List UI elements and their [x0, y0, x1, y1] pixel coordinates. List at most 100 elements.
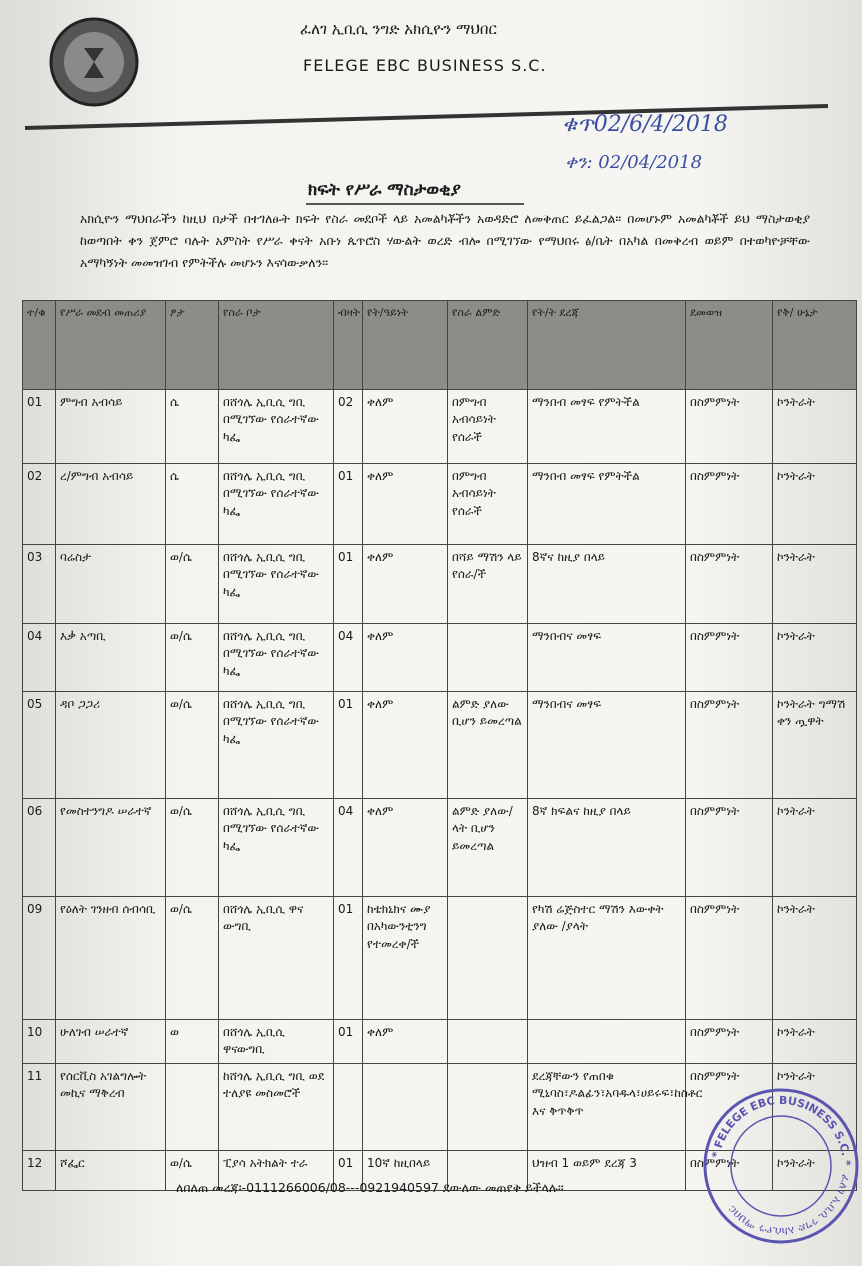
- table-cell: ኮንትራት: [772, 463, 857, 545]
- table-cell: ማንበብና መፃፍ: [527, 623, 686, 692]
- table-cell: 01: [333, 691, 363, 799]
- table-cell: ሴ: [165, 389, 219, 464]
- table-row: 12 ሾፌር ወ/ሴ ፒያሳ አትክልት ተራ 01 10ኛ ከዚበላይ ህዝብ 1 ወይም…: [22, 1149, 857, 1191]
- table-cell: ወ/ሴ: [165, 691, 219, 799]
- stamp-english: * FELEGE EBC BUSINESS S.C. *: [710, 1094, 853, 1167]
- table-cell: በስምምነት: [685, 1062, 773, 1151]
- reference-number: ቁጥ02/6/4/2018: [562, 112, 728, 137]
- column-header: የስራ ልምድ: [447, 300, 528, 390]
- table-cell: በስምምነት: [685, 691, 773, 799]
- table-cell: [165, 1062, 219, 1151]
- stamp-outer: [703, 1088, 859, 1244]
- table-cell: ኮንትራት: [772, 896, 857, 1020]
- table-cell: [447, 1149, 528, 1191]
- table-cell: 8ኛ ክፍልና ከዚያ በላይ: [527, 798, 686, 897]
- table-cell: በስምምነት: [685, 896, 773, 1020]
- table-cell: 8ኛና ከዚያ በላይ: [527, 544, 686, 624]
- table-cell: በስምምነት: [685, 544, 773, 624]
- header-row: ተ/ቁ የሥራ መደብ መጠሪያ ፆታ የስራ ቦታ ብዛት የት/ዓይነት የስራ ልምድ…: [22, 300, 857, 390]
- table-cell: 01: [333, 896, 363, 1020]
- table-cell: 03: [22, 544, 56, 624]
- table-cell: [447, 1062, 528, 1151]
- table-cell: ልምድ ያለው ቢሆን ይመረጣል: [447, 691, 528, 799]
- table-row: 09 የዕለት ገንዘብ ሰብሳቢ ወ/ሴ በሸጎሌ ኢቢሲ ዋና ውግቢ 01 ከቴክኒ…: [22, 896, 857, 1020]
- table-cell: ማንበብና መፃፍ: [527, 691, 686, 799]
- intro: አክሲዮን ማህበራችን ከዚህ በታች በተገለፁት ክፍት የስራ መደቦች…: [80, 211, 810, 270]
- table-cell: ከሸጎሌ ኢቢሲ ግቢ ወደ ተለያዩ መስመሮች: [218, 1062, 334, 1151]
- table-cell: በምግብ አብሳይነት የሰራች: [447, 389, 528, 464]
- stamp-amharic: ፈለገ ኢቢሲ ንግድ አክሲዮን ማህበር: [725, 1173, 852, 1238]
- org-amharic: ፈለገ ኢቢሲ ንግድ አክሲዮን ማህበር: [300, 20, 497, 38]
- header-graphics: [24, 17, 829, 205]
- column-header: የስራ ቦታ: [218, 300, 334, 390]
- table-cell: 10ኛ ከዚበላይ: [362, 1149, 448, 1191]
- table-cell: ቀለም: [362, 463, 448, 545]
- table-cell: በሸጎሌ ኢቢሲ ግቢ በሚገኘው የሰራተኛው ካፌ: [218, 389, 334, 464]
- column-header: ፆታ: [165, 300, 219, 390]
- table-cell: በሸጎሌ ኢቢሲ ግቢ በሚገኘው የሰራተኛው ካፌ: [218, 463, 334, 545]
- table-cell: 04: [333, 623, 363, 692]
- table-cell: በሸጎሌ ኢቢሲ ግቢ በሚገኘው የሰራተኛው ካፌ: [218, 691, 334, 799]
- column-header: ደመወዝ: [685, 300, 773, 390]
- org-english: FELEGE EBC BUSINESS S.C.: [303, 56, 547, 75]
- table-cell: ወ/ሴ: [165, 544, 219, 624]
- table-cell: 12: [22, 1149, 56, 1191]
- table-cell: [333, 1062, 363, 1151]
- table-cell: ወ/ሴ: [165, 1149, 219, 1191]
- stamp-amharic-path: ፈለገ ኢቢሲ ንግድ አክሲዮን ማህበር: [725, 1173, 852, 1238]
- table-cell: 04: [333, 798, 363, 897]
- table-cell: 06: [22, 798, 56, 897]
- title: ክፍት የሥራ ማስታወቂያ: [308, 180, 461, 200]
- table-cell: በስምምነት: [685, 1019, 773, 1064]
- table-row: 02 ረ/ምግብ አብሳይ ሴ በሸጎሌ ኢቢሲ ግቢ በሚገኘው የሰራተኛው ካፌ…: [22, 463, 857, 545]
- table-cell: 04: [22, 623, 56, 692]
- table-cell: ኮንትራት ግማሽ ቀን ጧዋት: [772, 691, 857, 799]
- table-cell: በስምምነት: [685, 1149, 773, 1191]
- table-cell: ኮንትራት: [772, 389, 857, 464]
- table-cell: በሻይ ማሽን ላይ የሰራ/ች: [447, 544, 528, 624]
- table-cell: ወ/ሴ: [165, 896, 219, 1020]
- table-cell: ሁለገብ ሠራተኛ: [55, 1019, 166, 1064]
- column-header: የቅ/ ሁኔታ: [772, 300, 857, 390]
- table-cell: ኮንትራት: [772, 1019, 857, 1064]
- table-cell: ኮንትራት: [772, 1062, 857, 1151]
- table-row: 10 ሁለገብ ሠራተኛ ወ በሸጎሌ ኢቢሲ ዋናውግቢ 01 ቀለም በስምምነት ኮንት…: [22, 1019, 857, 1064]
- table-cell: ህዝብ 1 ወይም ደረጃ 3: [527, 1149, 686, 1191]
- table-cell: 02: [333, 389, 363, 464]
- table-row: 01 ምግብ አብሳይ ሴ በሸጎሌ ኢቢሲ ግቢ በሚገኘው የሰራተኛው ካፌ 02…: [22, 389, 857, 464]
- table-cell: ባሬስታ: [55, 544, 166, 624]
- stamp-inner: [730, 1115, 832, 1217]
- table-cell: በሸጎሌ ኢቢሲ ዋና ውግቢ: [218, 896, 334, 1020]
- logo-hourglass: [84, 48, 104, 78]
- table-cell: የካሽ ሬጅስተር ማሽን እውቀት ያለው /ያላት: [527, 896, 686, 1020]
- table-cell: ዳቦ ጋጋሪ: [55, 691, 166, 799]
- table-cell: ቀለም: [362, 1019, 448, 1064]
- table-cell: [527, 1019, 686, 1064]
- table-cell: በስምምነት: [685, 623, 773, 692]
- table-cell: [447, 1019, 528, 1064]
- table-cell: ረ/ምግብ አብሳይ: [55, 463, 166, 545]
- table-cell: ሾፌር: [55, 1149, 166, 1191]
- table-cell: ቀለም: [362, 691, 448, 799]
- column-header: የሥራ መደብ መጠሪያ: [55, 300, 166, 390]
- table-cell: 10: [22, 1019, 56, 1064]
- table-cell: እቃ አጣቢ: [55, 623, 166, 692]
- table-cell: ቀለም: [362, 798, 448, 897]
- column-header: ብዛት: [333, 300, 363, 390]
- table-cell: በስምምነት: [685, 389, 773, 464]
- date: ቀን: 02/04/2018: [565, 152, 703, 173]
- table-cell: [362, 1062, 448, 1151]
- table-cell: ኮንትራት: [772, 544, 857, 624]
- table-cell: ደረጃቸውን የጠበቁ ሚኒባስ፣ዶልፊን፣አባዱላ፣ሀይሩፍ፣ከስቶር እና …: [527, 1062, 702, 1151]
- table-cell: ቀለም: [362, 389, 448, 464]
- table-cell: [447, 896, 528, 1020]
- table-cell: ወ: [165, 1019, 219, 1064]
- table-cell: 11: [22, 1062, 56, 1151]
- column-header: የት/ት ደረጃ: [527, 300, 686, 390]
- table-cell: ኮንትራት: [772, 623, 857, 692]
- table-row: 05 ዳቦ ጋጋሪ ወ/ሴ በሸጎሌ ኢቢሲ ግቢ በሚገኘው የሰራተኛው ካፌ 01…: [22, 691, 857, 799]
- table-cell: 02: [22, 463, 56, 545]
- table-row: 06 የመስተንግዶ ሠራተኛ ወ/ሴ በሸጎሌ ኢቢሲ ግቢ በሚገኘው የሰራተኛ…: [22, 798, 857, 897]
- stamp-english-path: * FELEGE EBC BUSINESS S.C. *: [710, 1094, 853, 1167]
